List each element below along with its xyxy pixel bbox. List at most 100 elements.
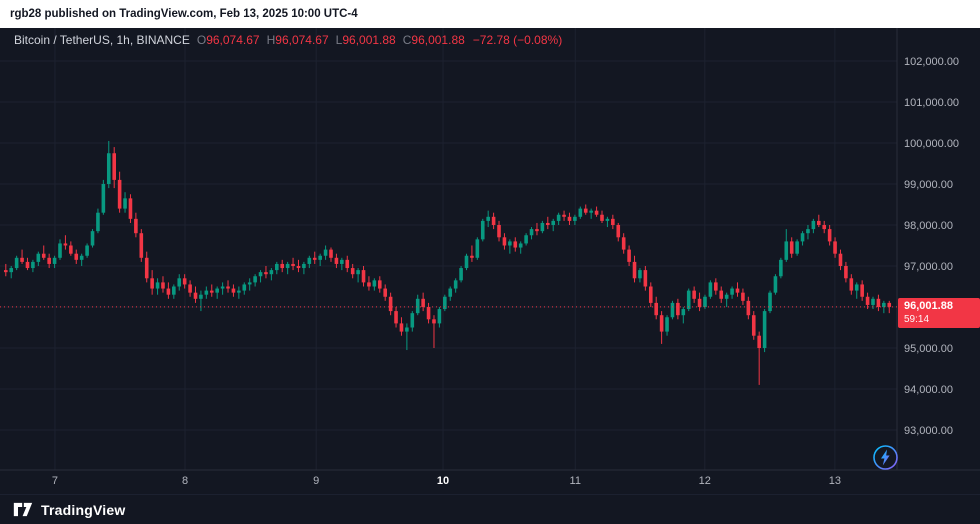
publish-header-text: rgb28 published on TradingView.com, Feb … [10,8,358,20]
candle-body [426,307,431,320]
candle-body [361,270,366,283]
candle-body [659,315,664,332]
candle-body [676,302,680,316]
candle-body [340,259,344,264]
candle-body [101,184,106,213]
price-axis-label: 94,000.00 [904,384,953,396]
candle-body [773,276,778,293]
candle-body [632,261,637,279]
candle-body [751,315,756,336]
candle-body [291,263,295,266]
candle-body [789,241,794,254]
candle-body [480,220,485,240]
candle-body [459,268,463,281]
candle-body [795,241,799,254]
candle-body [600,214,604,221]
candle-body [860,284,864,297]
candle-body [161,282,165,289]
candle-body [280,263,285,269]
price-axis-label: 98,000.00 [904,220,953,232]
candle-body [518,243,523,248]
candle-body [621,237,626,250]
candle-body [79,255,84,260]
price-axis-label: 97,000.00 [904,261,953,273]
candle-body [14,257,19,269]
candle-body [204,290,209,295]
candle-body [31,261,35,269]
candle-body [139,233,144,258]
candle-body [177,278,182,287]
price-axis-label: 101,000.00 [904,97,959,109]
candle-body [876,298,881,307]
ohlc-high-label: H [266,33,276,47]
candle-body [583,208,588,213]
time-axis-label: 11 [570,475,581,487]
candle-body [117,179,122,209]
candle-body [578,208,583,217]
publish-header: rgb28 published on TradingView.com, Feb … [0,0,980,28]
boost-button[interactable] [872,444,899,471]
candle-body [106,153,111,184]
time-axis-label: 9 [313,475,319,487]
ohlc-low-label: L [335,33,343,47]
bar-countdown: 59:14 [904,313,930,325]
last-price-badge: 96,001.88 59:14 [898,297,980,329]
candle-body [822,225,827,230]
candle-body [497,225,501,238]
candle-body [681,309,686,316]
candle-body [692,290,696,299]
candle-body [573,216,577,221]
candle-body [25,261,30,269]
candle-body [611,218,615,225]
candle-body [627,249,631,262]
candle-body [199,294,203,299]
candle-body [551,220,556,225]
chart-area[interactable]: 102,000.00 101,000.00 100,000.00 99,000.00 9… [0,28,980,494]
candle-body [546,222,550,225]
candle-body [318,255,322,260]
time-axis-label: 10 [437,475,449,487]
candle-body [697,298,702,307]
candle-body [90,231,95,246]
candle-body [47,257,51,264]
candle-body [4,270,8,273]
price-axis-label: 95,000.00 [904,343,953,355]
candle-body [307,257,312,264]
candle-body [670,302,675,318]
candle-body [415,298,420,314]
last-price-value: 96,001.88 [904,299,953,312]
candlestick-chart[interactable]: 102,000.00 101,000.00 100,000.00 99,000.00 9… [0,28,980,494]
price-axis-label: 100,000.00 [904,138,959,150]
candle-body [383,288,387,297]
candle-body [491,216,496,225]
candle-body [665,317,669,332]
candle-body [150,278,154,289]
candle-body [58,243,62,258]
candle-body [242,284,247,291]
candle-body [74,253,79,260]
candle-body [854,284,859,291]
symbol-title[interactable]: Bitcoin / TetherUS, 1h, BINANCE [14,33,190,47]
candle-body [724,294,729,299]
price-axis-label: 102,000.00 [904,56,959,68]
candle-body [703,296,707,307]
candle-body [285,263,290,269]
candle-body [524,235,528,244]
candle-body [844,266,848,279]
ohlc-high-value: 96,074.67 [275,33,329,47]
candle-body [719,290,724,299]
candle-body [334,257,339,264]
candle-body [833,241,837,254]
candle-body [470,255,474,258]
candle-body [9,268,14,273]
candle-body [638,270,642,279]
candle-body [166,288,171,295]
candle-body [529,229,534,236]
candle-body [464,255,469,269]
candle-body [182,278,187,285]
ohlc-open-value: 96,074.67 [206,33,260,47]
candle-body [806,229,810,234]
tradingview-wordmark[interactable]: TradingView [41,501,126,518]
candle-body [741,292,745,301]
candle-body [144,257,149,279]
